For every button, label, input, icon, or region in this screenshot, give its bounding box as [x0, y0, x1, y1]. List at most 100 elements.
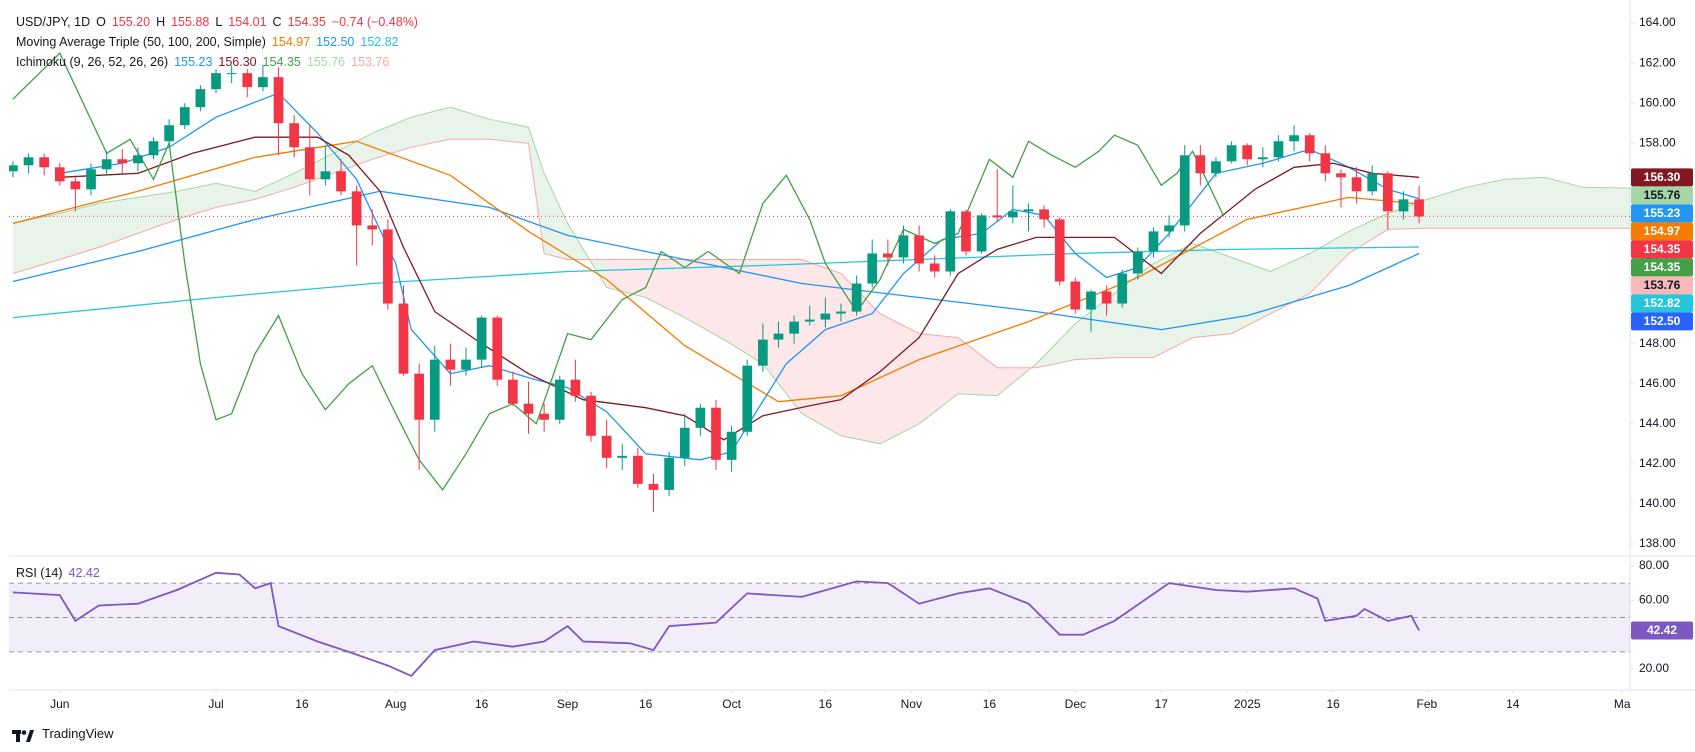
legend-item: 156.30	[218, 55, 257, 69]
candle-body	[1367, 173, 1378, 192]
x-tick-label: 2025	[1234, 697, 1261, 711]
candle-body	[398, 303, 409, 374]
candle-body	[320, 171, 331, 180]
y-tick-label: 146.00	[1639, 376, 1676, 390]
candle-body	[851, 283, 862, 312]
candle-body	[179, 107, 190, 126]
candle-body	[679, 427, 690, 458]
candle-body	[461, 359, 471, 370]
candle-body	[70, 181, 81, 190]
cloud-segment	[958, 337, 998, 396]
cloud-segment	[411, 107, 451, 148]
candle-body	[539, 413, 549, 420]
candle-body	[1195, 155, 1206, 174]
candle-body	[476, 317, 487, 360]
footer: TradingView	[12, 726, 114, 741]
candle-body	[867, 253, 878, 284]
price-label-box	[1631, 258, 1693, 277]
candle-body	[773, 333, 784, 340]
indicator-line	[12, 246, 1420, 319]
candle-body	[601, 435, 612, 458]
rsi-legend: RSI (14) 42.42	[16, 563, 100, 583]
cloud-segment	[1426, 187, 1466, 229]
cloud-segment	[1505, 177, 1545, 229]
price-label-box	[1631, 204, 1693, 223]
cloud-segment	[1583, 187, 1630, 229]
cloud-segment	[1309, 231, 1349, 294]
candle-body	[226, 73, 237, 75]
candle-body	[617, 455, 628, 458]
y-tick-label: 148.00	[1639, 336, 1676, 350]
candle-body	[289, 123, 299, 148]
x-tick-label: Dec	[1065, 697, 1086, 711]
legend-item: 153.76	[351, 55, 390, 69]
legend-row: RSI (14) 42.42	[16, 563, 100, 583]
candle-body	[242, 73, 253, 88]
candle-body	[976, 215, 987, 252]
candle-body	[39, 157, 49, 168]
candle-body	[961, 211, 971, 252]
price-legend: USD/JPY, 1D O 155.20 H 155.88 L 154.01 C 154.35−…	[16, 12, 418, 72]
candle-body	[1054, 219, 1065, 282]
cloud-segment	[333, 133, 373, 174]
candle-body	[383, 229, 393, 304]
legend-item: C	[272, 15, 282, 29]
candle-body	[1351, 177, 1362, 192]
candle-body	[664, 457, 674, 490]
candle-body	[1320, 153, 1331, 174]
candle-body	[148, 141, 159, 156]
candle-body	[695, 407, 706, 428]
candle-body	[1289, 135, 1299, 142]
price-label-box	[1631, 186, 1693, 205]
candle-body	[1039, 209, 1049, 220]
candle-body	[351, 191, 362, 226]
cloud-segment	[528, 127, 545, 254]
cloud-segment	[1348, 213, 1388, 254]
x-tick-label: Nov	[901, 697, 922, 711]
x-tick-label: Feb	[1417, 697, 1438, 711]
candle-body	[86, 169, 96, 190]
candle-body	[258, 77, 268, 88]
price-label: 156.30	[1644, 170, 1681, 184]
cloud-segment	[880, 313, 920, 444]
y-tick-label: 160.00	[1639, 95, 1676, 109]
candle-body	[117, 159, 128, 164]
candle-body	[1242, 145, 1253, 160]
price-label-box	[1631, 240, 1693, 259]
candle-body	[492, 317, 503, 380]
candle-body	[711, 407, 721, 460]
cloud-segment	[1231, 257, 1271, 334]
candle-body	[586, 395, 596, 436]
rsi-tick-label: 60.00	[1639, 592, 1669, 606]
price-label: 153.76	[1644, 278, 1681, 292]
rsi-value-box	[1631, 621, 1693, 640]
rsi-value-label: 42.42	[1647, 623, 1677, 637]
candle-body	[414, 373, 424, 420]
y-tick-label: 138.00	[1639, 536, 1676, 550]
candle-body	[883, 253, 893, 258]
price-label-box	[1631, 276, 1693, 295]
y-tick-label: 164.00	[1639, 15, 1676, 29]
legend-item: 155.88	[171, 15, 210, 29]
rsi-pane	[9, 571, 1630, 677]
cloud-segment	[372, 117, 412, 160]
cloud-segment	[176, 183, 217, 220]
legend-item: 152.50	[316, 35, 355, 49]
x-tick-label: Jun	[50, 697, 69, 711]
legend-item: 42.42	[68, 566, 100, 580]
indicator-line	[12, 190, 1420, 331]
legend-item: 154.01	[228, 15, 267, 29]
legend-item: H	[156, 15, 166, 29]
candle-body	[1132, 251, 1143, 274]
candle-body	[445, 359, 456, 370]
price-pane	[9, 51, 1630, 512]
cloud-segment	[723, 259, 763, 364]
candle-body	[304, 147, 315, 180]
cloud-segment	[1465, 179, 1506, 229]
candle-body	[648, 483, 659, 490]
price-label: 154.35	[1644, 242, 1681, 256]
legend-row: Moving Average Triple (50, 100, 200, Sim…	[16, 32, 418, 52]
candle-body	[101, 159, 112, 170]
